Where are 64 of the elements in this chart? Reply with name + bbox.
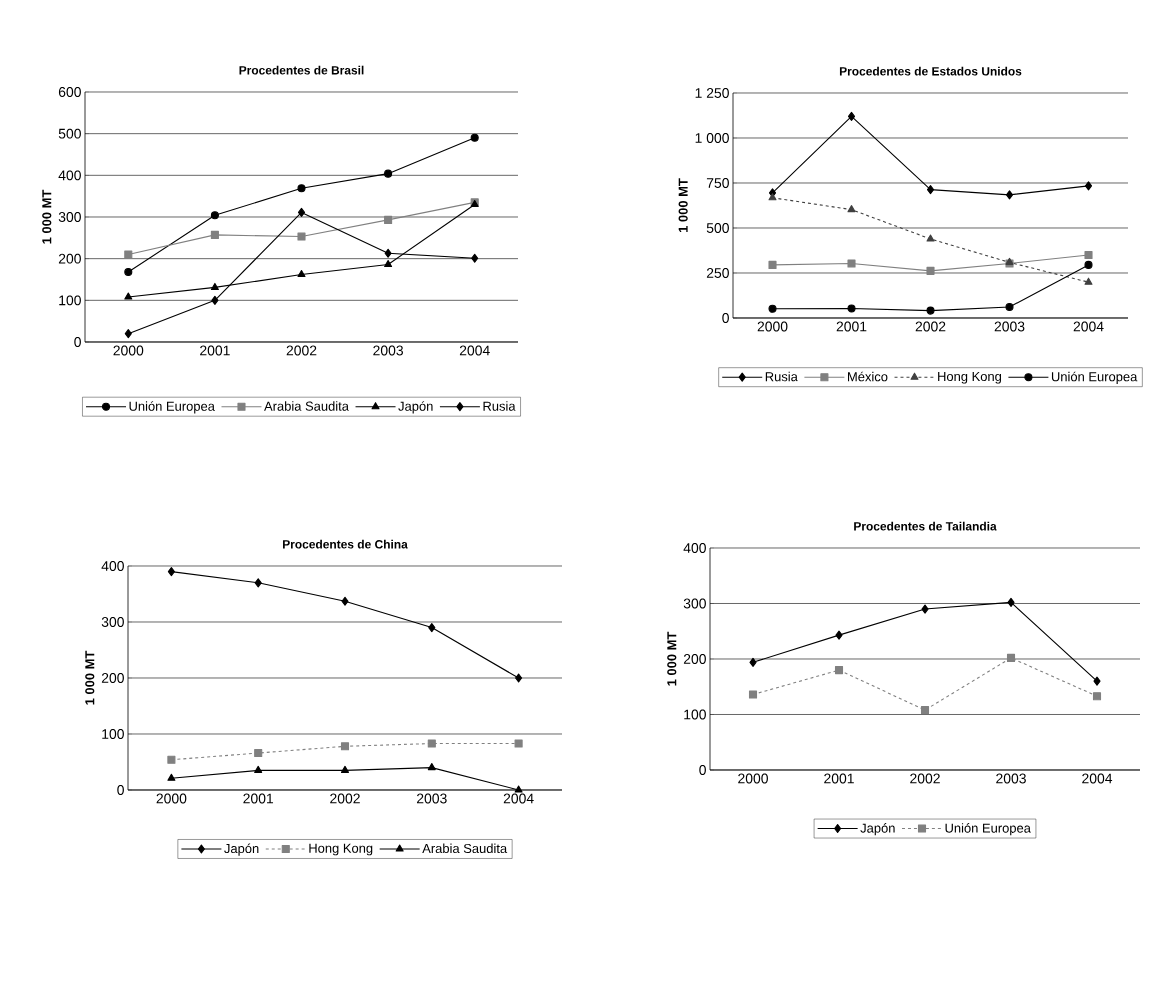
y-tick-label: 750 — [706, 178, 729, 188]
legend-label: Arabia Saudita — [422, 843, 508, 854]
legend-label: Unión Europea — [945, 823, 1031, 836]
legend-label: Japón — [398, 401, 433, 414]
x-tick-label: 2002 — [915, 321, 946, 332]
legend-label: Japón — [860, 823, 895, 836]
y-tick-label: 400 — [101, 561, 124, 571]
y-tick-label: 300 — [101, 617, 124, 627]
y-tick-label: 200 — [58, 253, 81, 264]
chart-title: Procedentes de China — [283, 539, 408, 549]
legend-label: Hong Kong — [309, 843, 373, 856]
x-tick-label: 2001 — [824, 773, 854, 784]
y-tick-label: 500 — [706, 223, 729, 233]
legend-label: Hong Kong — [938, 371, 1002, 384]
x-tick-label: 2000 — [113, 345, 144, 356]
x-tick-label: 2003 — [994, 321, 1025, 332]
y-axis-title: 1 000 MT — [85, 650, 95, 705]
y-tick-label: 1 000 — [695, 133, 729, 143]
x-tick-label: 2004 — [503, 793, 534, 804]
legend-label: Rusia — [483, 401, 516, 411]
y-tick-label: 1 250 — [695, 88, 729, 98]
x-tick-label: 2004 — [1082, 773, 1113, 784]
legend-label: Unión Europea — [129, 401, 215, 414]
y-tick-label: 0 — [74, 337, 81, 347]
x-tick-label: 2003 — [416, 793, 447, 804]
y-tick-label: 0 — [722, 313, 729, 323]
y-axis-title: 1 000 MT — [42, 189, 52, 244]
x-tick-label: 2001 — [200, 345, 230, 356]
x-tick-label: 2002 — [286, 345, 317, 356]
chart-title: Procedentes de Estados Unidos — [839, 66, 1022, 76]
y-tick-label: 300 — [58, 212, 81, 222]
x-tick-label: 2001 — [836, 321, 867, 332]
legend-label: Japón — [224, 843, 259, 856]
x-tick-label: 2002 — [910, 773, 940, 784]
y-tick-label: 0 — [699, 765, 706, 775]
x-tick-label: 2002 — [330, 793, 360, 804]
x-tick-label: 2003 — [996, 773, 1026, 784]
y-tick-label: 100 — [102, 729, 124, 739]
y-axis-title: 1 000 MT — [667, 631, 677, 686]
legend-label: Arabia Saudita — [264, 401, 349, 411]
y-tick-label: 200 — [101, 673, 124, 683]
y-tick-label: 600 — [58, 87, 81, 97]
y-tick-label: 100 — [59, 295, 81, 306]
y-tick-label: 200 — [683, 654, 706, 664]
y-tick-label: 100 — [684, 709, 706, 720]
legend-label: Rusia — [765, 371, 798, 382]
legend-label: México — [848, 371, 888, 382]
x-tick-label: 2001 — [243, 793, 274, 804]
y-tick-label: 400 — [683, 543, 706, 553]
y-tick-label: 250 — [706, 268, 729, 278]
x-tick-label: 2003 — [373, 345, 403, 356]
chart-title: Procedentes de Tailandia — [854, 521, 997, 531]
x-tick-label: 2004 — [1073, 321, 1104, 332]
x-tick-label: 2004 — [459, 345, 490, 356]
y-tick-label: 300 — [683, 598, 706, 609]
x-tick-label: 2000 — [738, 773, 768, 784]
chart-title: Procedentes de Brasil — [239, 65, 364, 75]
x-tick-label: 2000 — [156, 793, 187, 804]
y-tick-label: 0 — [117, 785, 124, 795]
y-axis-title: 1 000 MT — [678, 178, 688, 233]
legend-label: Unión Europea — [1051, 371, 1138, 384]
x-tick-label: 2000 — [757, 321, 788, 332]
y-tick-label: 400 — [58, 170, 81, 181]
y-tick-label: 500 — [58, 128, 81, 139]
